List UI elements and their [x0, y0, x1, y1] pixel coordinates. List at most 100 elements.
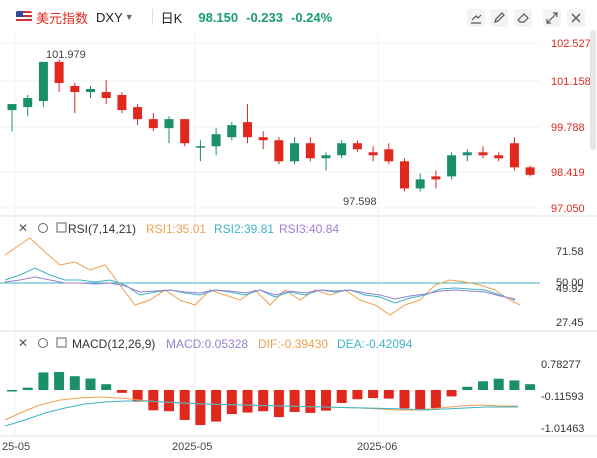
- candle-body: [101, 92, 111, 99]
- macd-bar: [258, 390, 269, 412]
- macd-bar: [430, 390, 441, 409]
- macd-value: MACD:0.05328: [166, 337, 248, 351]
- candle-body: [431, 176, 441, 180]
- macd-bar: [368, 390, 379, 399]
- macd-bar: [195, 390, 206, 425]
- macd-bar: [462, 386, 473, 390]
- macd-bar: [226, 390, 237, 415]
- eraser-icon[interactable]: [514, 9, 532, 27]
- macd-bar: [305, 390, 316, 413]
- macd-title: MACD(12,26,9): [72, 337, 155, 351]
- candle-body: [258, 137, 268, 141]
- close-icon[interactable]: [567, 9, 585, 27]
- settings-icon[interactable]: [38, 338, 48, 348]
- candle-body: [195, 146, 205, 148]
- candle-body: [180, 119, 190, 144]
- macd-bar: [85, 378, 96, 390]
- settings-icon[interactable]: [38, 223, 48, 233]
- rsi-tick: 27.45: [556, 317, 584, 329]
- time-tick: 25-05: [2, 441, 30, 453]
- rsi-axis: 71.58 50.00 49.92 27.45: [556, 246, 584, 329]
- interval-selector[interactable]: 日K: [160, 10, 183, 26]
- candle-body: [478, 152, 488, 156]
- dif-value: DIF:-0.39430: [258, 337, 328, 351]
- rsi-tick: 49.92: [556, 283, 584, 295]
- macd-bar: [179, 390, 190, 420]
- last-price: 98.150: [198, 9, 239, 25]
- candle-body: [211, 134, 221, 147]
- price-tick: 98.419: [551, 167, 585, 179]
- grid: [0, 34, 540, 436]
- macd-bar: [242, 390, 253, 413]
- macd-tick: 0.78277: [541, 359, 581, 371]
- price-change: -0.233: [246, 9, 283, 25]
- candle-body: [243, 122, 252, 138]
- price-change-pct: -0.24%: [290, 9, 333, 25]
- macd-histogram: [7, 371, 536, 425]
- macd-bar: [148, 390, 159, 411]
- macd-bar: [415, 390, 426, 410]
- macd-bar: [69, 376, 80, 390]
- macd-dea-line: [4, 400, 518, 427]
- macd-bar: [525, 384, 536, 390]
- scrollbar[interactable]: [590, 30, 596, 150]
- rsi1-line: [4, 237, 521, 316]
- chart-toolbar: 美元指数 DXY ▼ 日K 98.150 -0.233 -0.24%: [0, 0, 597, 34]
- candle-body: [54, 61, 64, 83]
- macd-bar: [38, 372, 49, 390]
- time-tick: 2025-06: [357, 441, 397, 453]
- rsi2-line: [4, 267, 516, 304]
- macd-tick: -1.01463: [541, 423, 584, 435]
- price-tick: 97.050: [551, 203, 585, 215]
- macd-bar: [399, 390, 410, 409]
- draw-icon[interactable]: [467, 9, 485, 27]
- candle-body: [447, 155, 457, 177]
- candle-body: [494, 155, 504, 159]
- candle-body: [384, 149, 394, 162]
- expand-icon[interactable]: [543, 9, 561, 27]
- pen-icon[interactable]: [490, 9, 508, 27]
- macd-axis: 0.78277 -0.11593 -1.01463: [541, 359, 584, 435]
- macd-bar: [336, 390, 347, 403]
- macd-bar: [101, 384, 112, 390]
- candle-body: [321, 155, 331, 159]
- macd-bar: [383, 390, 394, 399]
- price-tick: 102.527: [551, 38, 591, 50]
- chevron-down-icon[interactable]: ▼: [124, 12, 134, 22]
- macd-bar: [446, 390, 457, 397]
- close-icon[interactable]: ✕: [18, 336, 28, 350]
- macd-bar: [22, 387, 33, 390]
- macd-bar: [352, 390, 363, 400]
- candle-body: [415, 179, 425, 189]
- candle-body: [117, 95, 127, 111]
- macd-bar: [164, 390, 174, 412]
- macd-bar: [321, 390, 331, 411]
- candle-body: [7, 104, 17, 111]
- close-icon[interactable]: ✕: [18, 221, 28, 235]
- macd-bar: [211, 390, 222, 422]
- macd-bar: [116, 390, 127, 393]
- candle-body: [509, 143, 519, 168]
- ticker-selector[interactable]: DXY: [96, 9, 123, 25]
- macd-bar: [493, 378, 504, 390]
- time-tick: 2025-05: [172, 441, 212, 453]
- collapse-icon[interactable]: [56, 337, 67, 348]
- collapse-icon[interactable]: [56, 222, 67, 233]
- macd-bar: [7, 390, 17, 392]
- candle-body: [462, 152, 472, 156]
- candle-body: [274, 140, 284, 162]
- macd-bar: [478, 381, 488, 390]
- symbol-name[interactable]: 美元指数: [36, 10, 89, 26]
- candle-body: [525, 167, 535, 175]
- candle-body: [38, 61, 48, 102]
- price-tick: 101.158: [551, 76, 591, 88]
- rsi3-value: RSI3:40.84: [279, 222, 339, 236]
- candle-body: [368, 152, 378, 156]
- price-tick: 99.788: [551, 122, 585, 134]
- rsi3-line: [4, 276, 516, 300]
- candle-body: [305, 143, 315, 159]
- time-axis: 25-05 2025-05 2025-06: [2, 441, 397, 453]
- rsi1-value: RSI1:35.01: [146, 222, 206, 236]
- candle-body: [86, 89, 95, 93]
